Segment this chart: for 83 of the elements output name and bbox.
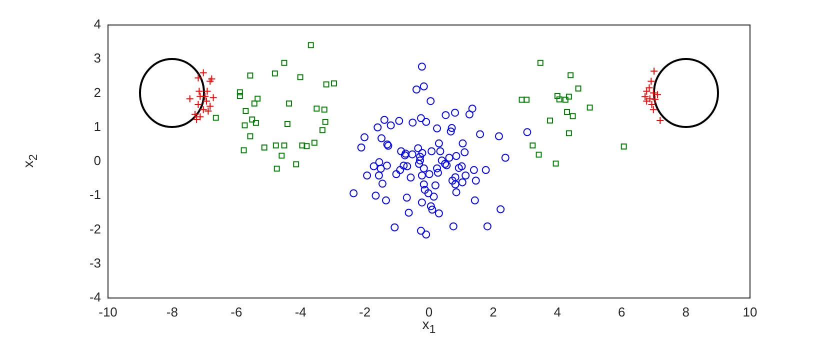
point — [284, 120, 290, 127]
point — [196, 92, 204, 100]
y-tick-label: -4 — [89, 290, 101, 305]
x-tick-label: -10 — [98, 304, 118, 320]
y-tick-label: 4 — [94, 16, 101, 32]
point — [297, 74, 304, 80]
point — [311, 140, 318, 146]
point — [568, 72, 574, 78]
y-tick-label: -3 — [89, 255, 101, 270]
point — [240, 147, 247, 154]
y-tick-label: 3 — [94, 50, 101, 66]
point — [308, 42, 314, 48]
point — [322, 118, 328, 125]
y-tick-label: 0 — [94, 153, 101, 168]
point — [242, 108, 249, 114]
x-tick-label: -8 — [166, 304, 178, 320]
point — [236, 89, 243, 96]
point — [537, 60, 544, 66]
x-tick-label: 8 — [682, 304, 690, 320]
point — [554, 93, 560, 99]
point — [293, 161, 300, 168]
point — [524, 96, 530, 103]
point — [530, 142, 536, 148]
point — [566, 94, 572, 100]
point — [186, 94, 194, 103]
point — [209, 94, 218, 102]
point — [620, 144, 627, 150]
point — [299, 142, 306, 148]
x-tick-label: 2 — [490, 304, 497, 320]
point — [281, 142, 288, 148]
point — [249, 116, 256, 122]
point — [642, 87, 651, 96]
point — [247, 72, 254, 78]
point — [251, 100, 258, 106]
point — [321, 106, 328, 113]
point — [212, 114, 219, 121]
point — [562, 96, 568, 103]
point — [536, 152, 542, 158]
x-tick-label: 10 — [742, 304, 758, 320]
point — [331, 80, 337, 86]
point — [206, 77, 214, 86]
y-tick-label: 1 — [94, 118, 101, 134]
point — [194, 74, 202, 82]
point — [564, 109, 570, 115]
point — [647, 77, 656, 86]
x-tick-label: 4 — [554, 304, 562, 320]
point — [566, 130, 572, 136]
x-tick-label: -2 — [359, 304, 371, 320]
point — [208, 74, 216, 83]
x-tick-label: -4 — [294, 304, 306, 320]
point — [286, 100, 292, 106]
point — [586, 104, 593, 111]
point — [556, 96, 562, 102]
point — [570, 113, 576, 120]
point — [199, 68, 208, 77]
point — [247, 133, 254, 140]
point — [319, 127, 326, 134]
point — [272, 142, 279, 148]
point — [253, 120, 259, 126]
point — [281, 60, 288, 66]
point — [650, 67, 658, 76]
y-tick-label: -1 — [89, 187, 101, 202]
point — [304, 143, 310, 150]
point — [254, 96, 261, 102]
point — [656, 116, 664, 125]
point — [575, 86, 582, 92]
point — [261, 144, 268, 150]
point — [552, 160, 559, 167]
point — [547, 118, 553, 124]
x-tick-label: 6 — [618, 304, 626, 320]
point — [278, 152, 285, 159]
point — [650, 95, 659, 104]
point — [274, 166, 280, 172]
point — [518, 96, 525, 103]
point — [236, 93, 243, 99]
point — [314, 106, 320, 112]
point — [242, 122, 248, 128]
y-tick-label: -2 — [89, 221, 101, 236]
x-tick-label: -6 — [230, 304, 242, 320]
point — [323, 81, 330, 88]
point — [272, 70, 278, 76]
y-tick-label: 2 — [94, 84, 101, 100]
point — [203, 87, 212, 96]
